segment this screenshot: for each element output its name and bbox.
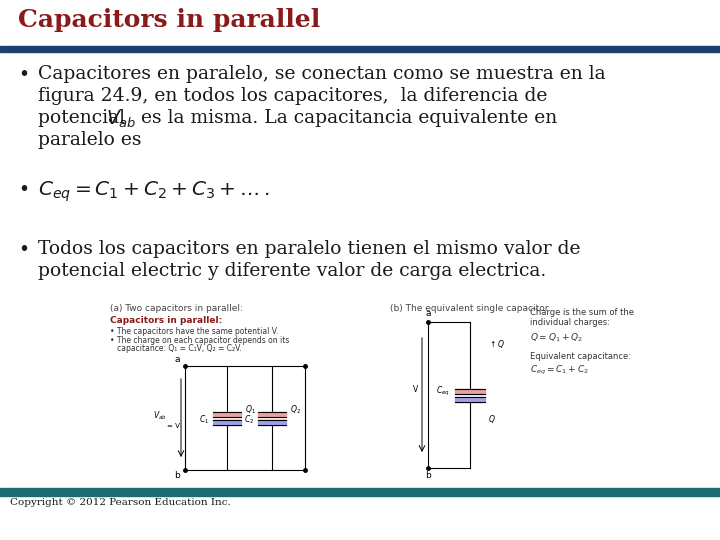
Text: a: a [174,355,180,364]
Text: es la misma. La capacitancia equivalente en: es la misma. La capacitancia equivalente… [135,109,557,127]
Bar [455,389,485,394]
Text: Charge is the sum of the: Charge is the sum of the [530,308,634,317]
Text: individual charges:: individual charges: [530,318,610,327]
Text: a: a [426,309,431,318]
Text: Capacitors in parallel:: Capacitors in parallel: [110,316,222,325]
Text: $\uparrow Q$: $\uparrow Q$ [488,338,505,350]
Text: •: • [18,240,29,259]
Text: •: • [18,180,29,199]
Bar [0,0,720,46]
Text: paralelo es: paralelo es [38,131,142,149]
Text: b: b [425,471,431,480]
Text: $C_{eq} = C_1 + C_2$: $C_{eq} = C_1 + C_2$ [530,364,589,377]
Bar [213,420,241,425]
Text: V: V [413,386,418,395]
Text: • The capacitors have the same potential V.: • The capacitors have the same potential… [110,327,279,336]
Bar [0,496,720,540]
Text: $C_{eq} = C_1 + C_2 + C_3 + \ldots\,.$: $C_{eq} = C_1 + C_2 + C_3 + \ldots\,.$ [38,180,269,205]
Bar [258,420,286,425]
Text: $V_{ab}$: $V_{ab}$ [106,109,137,130]
Text: Capacitors in parallel: Capacitors in parallel [18,8,320,32]
Text: $Q_1$: $Q_1$ [245,404,256,416]
Text: $Q = Q_1 + Q_2$: $Q = Q_1 + Q_2$ [530,332,583,345]
Bar [0,52,720,487]
Bar [0,488,720,496]
Bar [455,397,485,402]
Text: Capacitores en paralelo, se conectan como se muestra en la: Capacitores en paralelo, se conectan com… [38,65,606,83]
Text: Equivalent capacitance:: Equivalent capacitance: [530,352,631,361]
Bar [258,412,286,417]
Text: Todos los capacitors en paralelo tienen el mismo valor de: Todos los capacitors en paralelo tienen … [38,240,580,258]
Text: $Q$: $Q$ [488,413,495,425]
Text: • The charge on each capacitor depends on its: • The charge on each capacitor depends o… [110,336,289,345]
Text: $C_1$: $C_1$ [199,414,209,426]
Text: b: b [174,471,180,480]
Text: Copyright © 2012 Pearson Education Inc.: Copyright © 2012 Pearson Education Inc. [10,498,230,507]
Bar [0,300,720,488]
Text: $V_{ab}$: $V_{ab}$ [153,410,167,422]
Text: $C_{eq}$: $C_{eq}$ [436,384,450,397]
Text: (a) Two capacitors in parallel:: (a) Two capacitors in parallel: [110,304,243,313]
Text: potencial: potencial [38,109,137,127]
Bar [213,412,241,417]
Text: $Q_2$: $Q_2$ [290,404,301,416]
Text: •: • [18,65,29,84]
Text: potencial electric y diferente valor de carga electrica.: potencial electric y diferente valor de … [38,262,546,280]
Text: $C_2$: $C_2$ [244,414,254,426]
Bar [0,46,720,52]
Text: = V: = V [166,423,179,429]
Text: (b) The equivalent single capacitor: (b) The equivalent single capacitor [390,304,549,313]
Text: figura 24.9, en todos los capacitores,  la diferencia de: figura 24.9, en todos los capacitores, l… [38,87,547,105]
Text: capacitance: Q₁ = C₁V, Q₂ = C₂V.: capacitance: Q₁ = C₁V, Q₂ = C₂V. [110,344,242,353]
